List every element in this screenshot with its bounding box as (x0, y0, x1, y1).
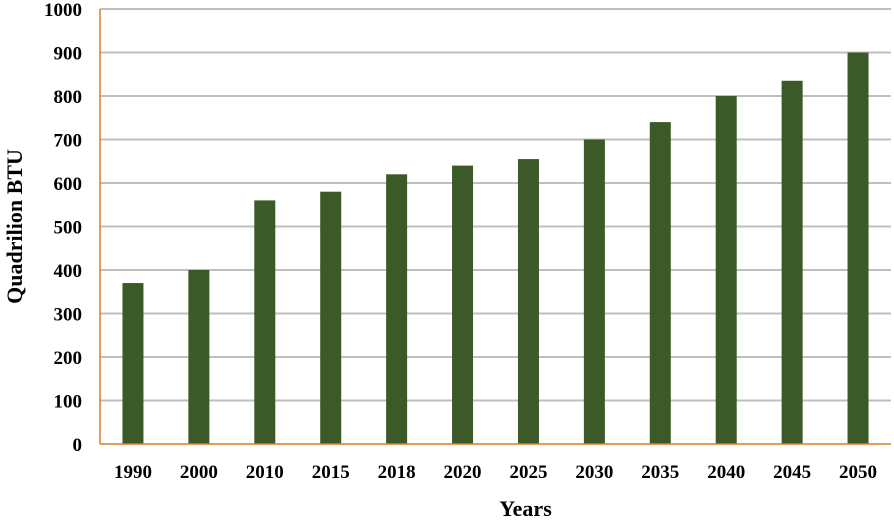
x-tick-label: 2000 (180, 462, 218, 483)
gridlines (100, 8, 891, 402)
y-tick-label: 600 (54, 174, 83, 195)
y-tick-label: 0 (73, 435, 83, 456)
y-tick-label: 700 (54, 131, 83, 152)
x-axis-title: Years (499, 496, 552, 521)
x-tick-labels: 1990 2000 2010 2015 2018 2020 2025 2030 2035 2040… (114, 462, 877, 483)
bar-2040 (715, 96, 737, 444)
bar-2025 (517, 159, 539, 444)
bar-1990 (122, 283, 144, 444)
y-tick-label: 300 (54, 305, 83, 326)
y-tick-label: 400 (54, 261, 83, 282)
bar-2045 (781, 80, 803, 445)
x-tick-label: 2018 (378, 462, 416, 483)
y-tick-label: 900 (54, 44, 83, 65)
y-tick-label: 1000 (44, 0, 82, 21)
bar-2010 (254, 200, 276, 444)
bar-2050 (847, 52, 869, 444)
x-tick-label: 1990 (114, 462, 152, 483)
y-tick-label: 200 (54, 348, 83, 369)
y-tick-label: 100 (54, 392, 83, 413)
y-tick-label: 500 (54, 218, 83, 239)
x-tick-label: 2025 (509, 462, 547, 483)
bar-2018 (386, 174, 408, 445)
bar-2030 (583, 139, 605, 444)
x-tick-label: 2050 (839, 462, 877, 483)
x-tick-label: 2015 (312, 462, 350, 483)
y-tick-label: 800 (54, 87, 83, 108)
x-tick-label: 2020 (444, 462, 482, 483)
axes (99, 9, 891, 445)
x-tick-label: 2030 (575, 462, 613, 483)
bar-2000 (188, 270, 210, 444)
bar-2020 (452, 165, 474, 444)
bar-2035 (649, 122, 671, 444)
x-tick-label: 2035 (641, 462, 679, 483)
bars (122, 52, 869, 445)
bar-2015 (320, 191, 342, 444)
y-tick-labels: 0 100 200 300 400 500 600 700 800 900 1000 (44, 0, 82, 456)
x-tick-label: 2040 (707, 462, 745, 483)
x-tick-label: 2045 (773, 462, 811, 483)
y-axis-title: Quadrilion BTU (2, 149, 27, 304)
x-tick-label: 2010 (246, 462, 284, 483)
